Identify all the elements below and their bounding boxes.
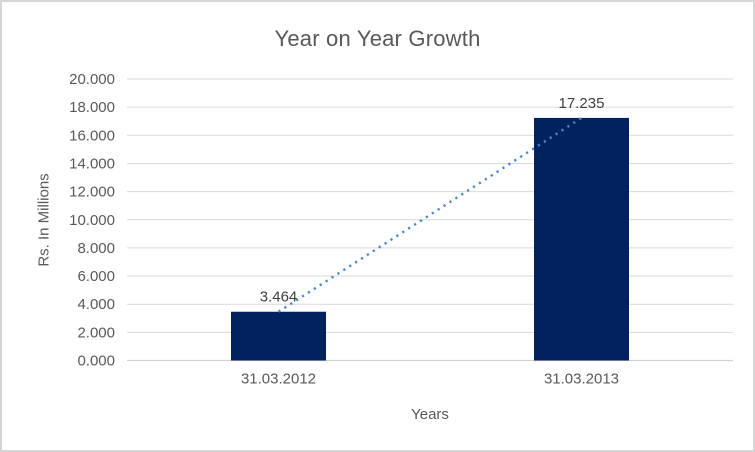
y-tick-label: 12.000 xyxy=(69,184,115,201)
y-tick-label: 16.000 xyxy=(69,127,115,144)
x-axis-title: Years xyxy=(411,406,449,423)
bar[interactable] xyxy=(534,117,629,361)
chart-title: Year on Year Growth xyxy=(274,26,481,51)
y-tick-label: 4.000 xyxy=(77,296,115,313)
y-tick-label: 2.000 xyxy=(77,324,115,341)
y-tick-label: 6.000 xyxy=(77,268,115,285)
x-category-label: 31.03.2013 xyxy=(544,371,619,388)
y-tick-label: 8.000 xyxy=(77,240,115,257)
bar-data-label: 17.235 xyxy=(559,95,605,112)
bar-data-label: 3.464 xyxy=(260,289,298,306)
y-tick-label: 14.000 xyxy=(69,155,115,172)
y-tick-label: 0.000 xyxy=(77,353,115,370)
y-tick-label: 18.000 xyxy=(69,99,115,116)
y-tick-label: 10.000 xyxy=(69,212,115,229)
y-tick-label: 20.000 xyxy=(69,71,115,88)
x-category-label: 31.03.2012 xyxy=(241,371,316,388)
bar[interactable] xyxy=(231,311,326,361)
